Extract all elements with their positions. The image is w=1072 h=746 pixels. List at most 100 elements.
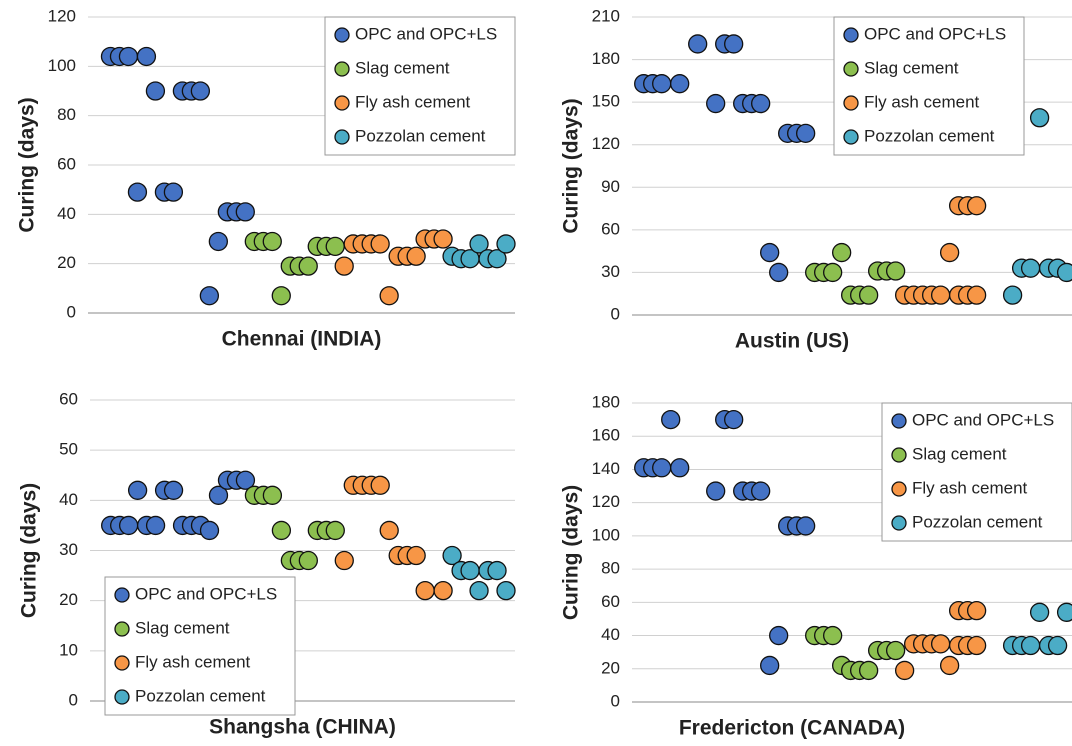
- legend: OPC and OPC+LS Slag cement Fly ash cement P…: [324, 16, 516, 156]
- point: [652, 74, 672, 94]
- point: [496, 234, 516, 254]
- point: [433, 580, 453, 601]
- legend-label: Pozzolan cement: [135, 686, 266, 705]
- legend: OPC and OPC+LS Slag cement Fly ash cement P…: [881, 402, 1072, 542]
- legend-swatch: [843, 95, 859, 111]
- y-tick-label: 160: [592, 426, 620, 445]
- x-axis-label: Shangsha (CHINA): [209, 716, 396, 739]
- point: [127, 182, 148, 202]
- point: [118, 46, 139, 67]
- point: [127, 480, 148, 500]
- point: [118, 515, 139, 536]
- point: [433, 229, 453, 249]
- point: [796, 123, 816, 144]
- point: [235, 202, 255, 222]
- point: [796, 516, 816, 536]
- point: [760, 655, 780, 676]
- legend-label: OPC and OPC+LS: [355, 24, 497, 43]
- point: [939, 655, 960, 676]
- y-tick-label: 60: [601, 592, 620, 611]
- legend-swatch: [843, 129, 859, 145]
- legend-box: [833, 16, 1025, 156]
- y-tick-label: 0: [67, 302, 76, 321]
- y-tick-label: 180: [592, 49, 620, 68]
- point: [670, 74, 690, 94]
- y-tick-label: 60: [601, 219, 620, 238]
- point: [208, 485, 229, 505]
- legend-label: OPC and OPC+LS: [912, 410, 1054, 429]
- point: [1047, 635, 1068, 656]
- point: [496, 580, 516, 601]
- legend-swatch: [114, 689, 130, 705]
- point: [145, 515, 166, 536]
- x-axis-label: Fredericton (CANADA): [679, 717, 905, 740]
- legend-box: [324, 16, 516, 156]
- legend-swatch: [114, 587, 130, 603]
- point: [885, 640, 906, 661]
- point: [706, 93, 726, 114]
- point: [858, 285, 879, 305]
- point: [271, 520, 292, 541]
- point: [199, 286, 220, 306]
- y-tick-label: 20: [601, 658, 620, 677]
- legend-swatch: [843, 61, 859, 77]
- point: [325, 520, 345, 541]
- legend-swatch: [114, 621, 130, 637]
- point: [894, 660, 915, 681]
- point: [1020, 258, 1041, 278]
- point: [1056, 262, 1072, 283]
- point: [751, 481, 771, 501]
- y-tick-label: 120: [48, 6, 76, 25]
- point: [235, 470, 256, 490]
- legend-label: Slag cement: [135, 618, 230, 637]
- legend-label: Fly ash cement: [135, 652, 251, 671]
- y-tick-label: 0: [611, 691, 620, 710]
- point: [271, 286, 291, 306]
- point: [379, 286, 399, 306]
- y-tick-label: 120: [592, 492, 620, 511]
- legend-label: Pozzolan cement: [864, 126, 995, 145]
- point: [769, 625, 789, 646]
- legend-swatch: [334, 129, 350, 145]
- point: [652, 458, 672, 478]
- point: [136, 46, 157, 67]
- point: [823, 262, 843, 283]
- point: [823, 625, 843, 646]
- y-tick-label: 120: [592, 134, 620, 153]
- subplot: 0 20 40 60 80 100 120 Chennai (INDIA) Curing (da…: [16, 6, 516, 351]
- x-axis-label: Chennai (INDIA): [222, 328, 382, 351]
- point: [163, 182, 184, 202]
- point: [469, 580, 489, 601]
- y-axis-label: Curing (days): [560, 485, 583, 620]
- legend-swatch: [891, 515, 907, 531]
- y-tick-label: 10: [59, 640, 78, 659]
- point: [966, 635, 987, 656]
- point: [930, 634, 951, 654]
- point: [966, 600, 987, 621]
- point: [442, 545, 462, 566]
- legend-box: [104, 576, 296, 716]
- y-tick-label: 20: [59, 590, 78, 609]
- point: [406, 545, 426, 566]
- point: [1002, 285, 1023, 305]
- legend-swatch: [334, 61, 350, 77]
- y-tick-label: 0: [69, 690, 78, 709]
- y-tick-label: 30: [59, 540, 78, 559]
- legend-swatch: [334, 95, 350, 111]
- point: [379, 520, 399, 541]
- y-axis-label: Curing (days): [18, 483, 41, 618]
- legend-swatch: [891, 413, 907, 429]
- point: [1029, 108, 1050, 128]
- y-axis-label: Curing (days): [560, 98, 583, 233]
- subplot: 0 10 20 30 40 50 60 Shangsha (CHINA) Curing (day…: [18, 389, 516, 739]
- legend-swatch: [891, 481, 907, 497]
- subplot: 0 20 40 60 80 100 120 140 160 180 Fredericton (CAN…: [560, 392, 1072, 740]
- point: [1056, 602, 1072, 622]
- point: [487, 249, 507, 269]
- point: [706, 481, 726, 501]
- legend-swatch: [114, 655, 130, 671]
- y-tick-label: 150: [592, 92, 620, 111]
- point: [670, 458, 690, 478]
- point: [769, 262, 789, 283]
